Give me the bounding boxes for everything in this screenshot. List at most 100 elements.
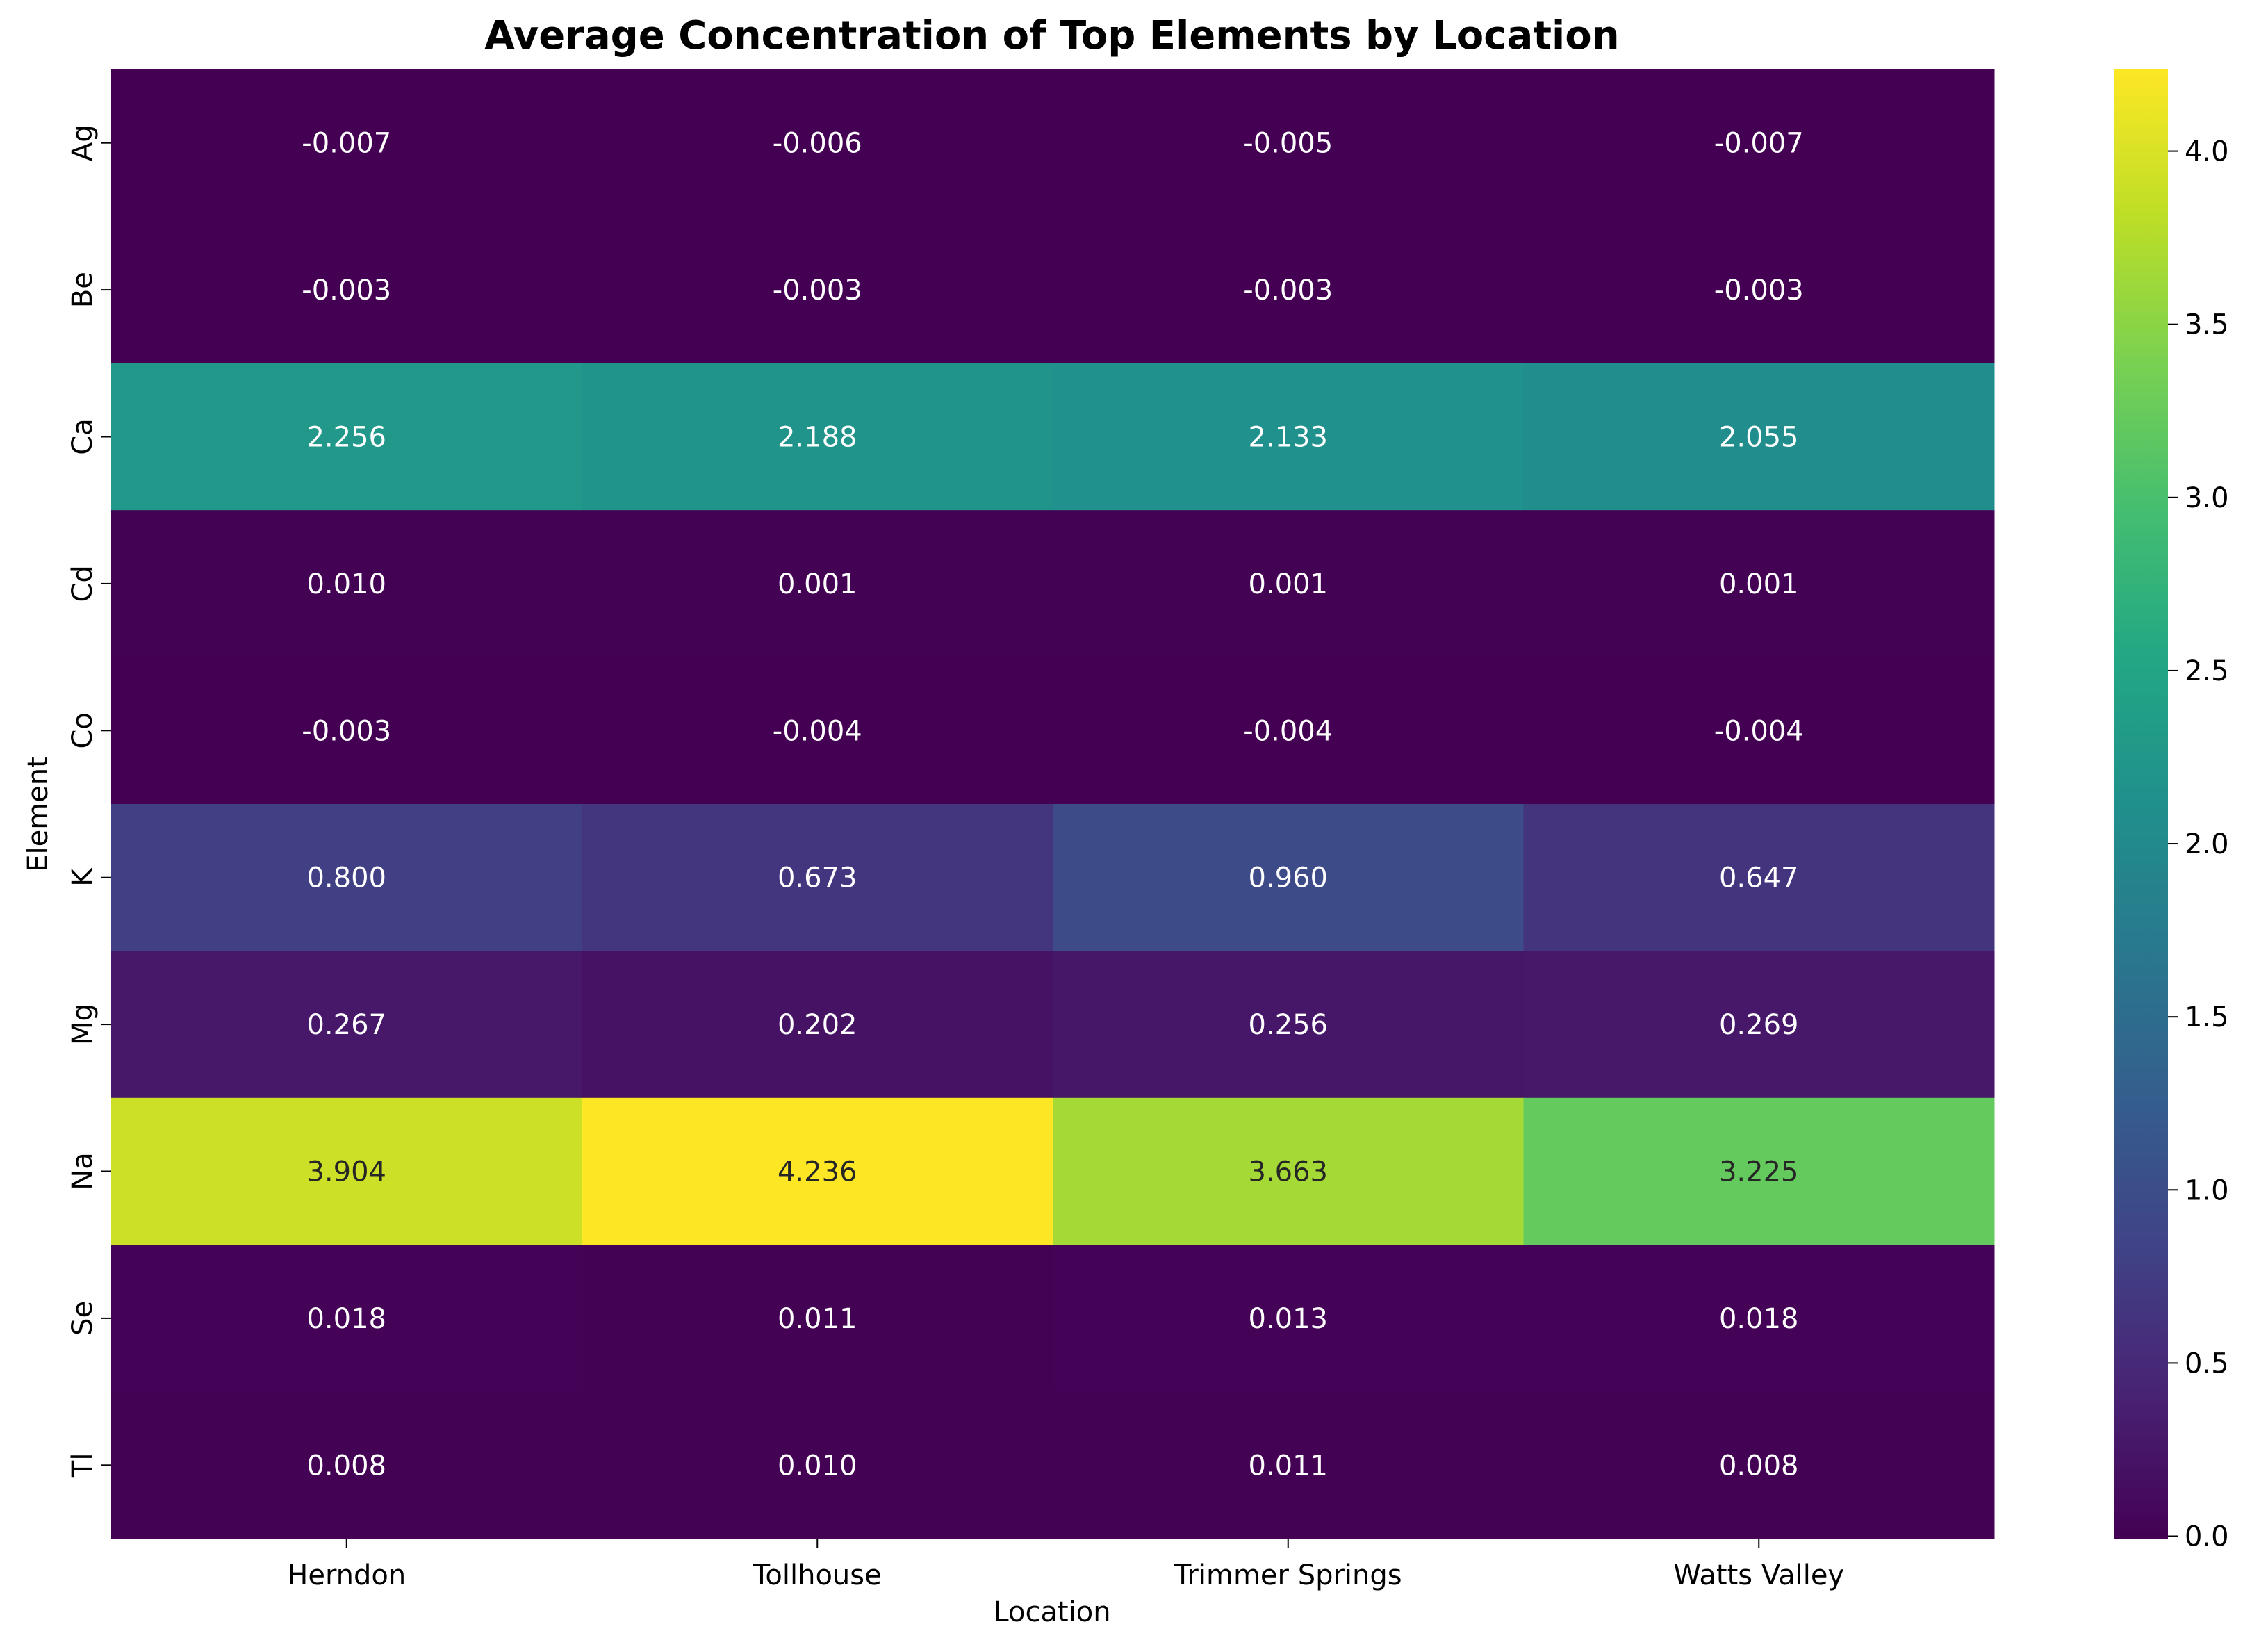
y-tick-label: Co	[67, 712, 99, 748]
heatmap-cell-tl-2	[1053, 1391, 1524, 1539]
cell-value-label: -0.007	[1714, 128, 1804, 160]
y-axis: Ag Be Ca Cd Co K Mg Na Se Tl	[67, 124, 111, 1478]
y-tick-label: Ca	[67, 418, 99, 454]
cell-value-label: 3.904	[306, 1156, 386, 1188]
heatmap-cell-k-2	[1053, 804, 1524, 951]
heatmap-cell-labels: -0.007 -0.006 -0.005 -0.007 -0.003 -0.003 -0.0…	[302, 128, 1803, 1482]
cell-value-label: 3.663	[1248, 1156, 1328, 1188]
colorbar-tick-label: 0.0	[2185, 1521, 2229, 1553]
x-tick-label: Tollhouse	[753, 1559, 882, 1591]
y-axis-label: Element	[22, 757, 54, 872]
colorbar	[2114, 69, 2168, 1539]
heatmap-cell-be-1	[582, 216, 1053, 364]
heatmap-cell-ca-0	[111, 363, 582, 511]
cell-value-label: -0.004	[1714, 715, 1804, 747]
x-tick-label: Watts Valley	[1673, 1559, 1844, 1591]
heatmap-cell-ag-2	[1053, 69, 1524, 217]
colorbar-tick-label: 0.5	[2185, 1347, 2229, 1379]
cell-value-label: 3.225	[1719, 1156, 1799, 1188]
chart-title: Average Concentration of Top Elements by…	[484, 13, 1619, 58]
heatmap-cell-ag-3	[1523, 69, 1995, 217]
cell-value-label: -0.003	[302, 715, 391, 747]
colorbar-tick-label: 1.0	[2185, 1174, 2229, 1206]
cell-value-label: 0.011	[778, 1303, 857, 1335]
heatmap-cell-ca-2	[1053, 363, 1524, 511]
cell-value-label: -0.004	[773, 715, 862, 747]
colorbar-tick-label: 4.0	[2185, 136, 2229, 168]
heatmap-cell-se-1	[582, 1245, 1053, 1393]
colorbar-tick-label: 1.5	[2185, 1001, 2229, 1033]
heatmap-cell-k-3	[1523, 804, 1995, 951]
heatmap-cell-be-2	[1053, 216, 1524, 364]
cell-value-label: 0.008	[1719, 1450, 1799, 1482]
heatmap-cell-mg-1	[582, 951, 1053, 1099]
cell-value-label: 2.055	[1719, 422, 1799, 454]
heatmap-cell-be-3	[1523, 216, 1995, 364]
x-axis-label: Location	[993, 1596, 1110, 1628]
heatmap-cell-co-0	[111, 657, 582, 805]
heatmap-cell-tl-3	[1523, 1391, 1995, 1539]
colorbar-tick-label: 3.0	[2185, 482, 2229, 514]
y-tick-label: Ag	[67, 124, 99, 161]
colorbar-tick-label: 3.5	[2185, 309, 2229, 341]
heatmap-cell-be-0	[111, 216, 582, 364]
heatmap-cell-mg-3	[1523, 951, 1995, 1099]
y-tick-label: K	[67, 867, 99, 887]
heatmap-cell-ca-3	[1523, 363, 1995, 511]
cell-value-label: 0.256	[1248, 1009, 1328, 1041]
heatmap-cell-cd-3	[1523, 510, 1995, 658]
cell-value-label: 0.673	[778, 862, 857, 894]
cell-value-label: -0.005	[1243, 128, 1333, 160]
cell-value-label: -0.006	[773, 128, 862, 160]
heatmap-cell-na-2	[1053, 1097, 1524, 1245]
heatmap-cell-na-0	[111, 1097, 582, 1245]
cell-value-label: 0.010	[778, 1450, 857, 1482]
cell-value-label: -0.003	[1714, 274, 1804, 306]
cell-value-label: -0.003	[302, 274, 391, 306]
heatmap-cell-se-3	[1523, 1245, 1995, 1393]
heatmap-cell-co-2	[1053, 657, 1524, 805]
heatmap-cell-cd-2	[1053, 510, 1524, 658]
heatmap-cell-cd-1	[582, 510, 1053, 658]
cell-value-label: 0.267	[306, 1009, 386, 1041]
heatmap-cell-co-1	[582, 657, 1053, 805]
cell-value-label: -0.003	[773, 274, 862, 306]
y-tick-label: Cd	[67, 565, 99, 602]
y-tick-label: Be	[67, 272, 99, 308]
y-tick-label: Tl	[67, 1453, 99, 1479]
heatmap-cell-se-0	[111, 1245, 582, 1393]
cell-value-label: 0.013	[1248, 1303, 1328, 1335]
cell-value-label: 0.018	[306, 1303, 386, 1335]
cell-value-label: 0.001	[1248, 568, 1328, 600]
heatmap-cell-ag-1	[582, 69, 1053, 217]
cell-value-label: -0.007	[302, 128, 391, 160]
colorbar-tick-label: 2.5	[2185, 655, 2229, 687]
cell-value-label: 0.647	[1719, 862, 1799, 894]
heatmap-cell-mg-2	[1053, 951, 1524, 1099]
cell-value-label: 0.001	[1719, 568, 1799, 600]
heatmap-cell-mg-0	[111, 951, 582, 1099]
cell-value-label: 2.188	[778, 422, 857, 454]
cell-value-label: 0.008	[306, 1450, 386, 1482]
x-tick-label: Trimmer Springs	[1174, 1559, 1402, 1591]
y-tick-label: Se	[67, 1301, 99, 1336]
heatmap-cell-cd-0	[111, 510, 582, 658]
heatmap-cell-k-0	[111, 804, 582, 951]
cell-value-label: 0.018	[1719, 1303, 1799, 1335]
heatmap-cells	[111, 69, 1995, 1539]
cell-value-label: 0.202	[778, 1009, 857, 1041]
y-tick-label: Mg	[67, 1003, 99, 1045]
heatmap-cell-tl-0	[111, 1391, 582, 1539]
cell-value-label: 0.960	[1248, 862, 1328, 894]
cell-value-label: -0.004	[1243, 715, 1333, 747]
cell-value-label: 0.010	[306, 568, 386, 600]
heatmap-cell-k-1	[582, 804, 1053, 951]
heatmap-cell-na-3	[1523, 1097, 1995, 1245]
cell-value-label: 0.269	[1719, 1009, 1799, 1041]
colorbar-ticks: 0.0 0.5 1.0 1.5 2.0 2.5 3.0 3.5 4.0	[2168, 136, 2229, 1553]
cell-value-label: 2.133	[1248, 422, 1328, 454]
x-axis: Herndon Tollhouse Trimmer Springs Watts Val…	[287, 1539, 1844, 1591]
cell-value-label: 0.001	[778, 568, 857, 600]
cell-value-label: 0.011	[1248, 1450, 1328, 1482]
